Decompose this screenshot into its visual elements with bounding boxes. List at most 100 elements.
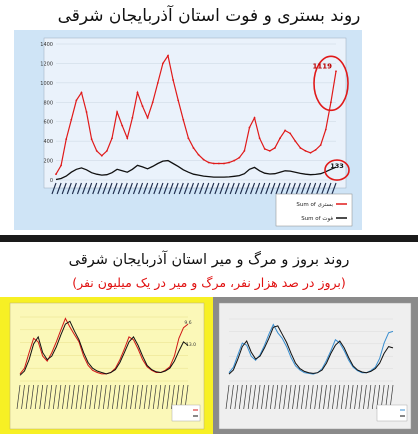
x-tick-label [112,182,118,195]
x-tick-label [139,384,143,410]
data-point-hospitalized [253,116,256,119]
data-point-hospitalized [207,161,210,164]
x-tick-label [261,384,265,410]
x-tick-label [336,384,341,410]
x-tick-label [107,182,113,195]
data-point-hospitalized [284,129,286,132]
highlight-circle-deaths [324,159,350,181]
data-point-hospitalized [121,124,124,127]
data-point-hospitalized [111,137,113,140]
data-point-hospitalized [106,149,108,152]
x-tick-label [183,182,189,195]
x-tick-label [39,384,44,410]
x-tick-label [84,384,89,410]
x-tick-label [209,182,215,195]
y-tick-label: 1200 [40,61,53,67]
bottom-sub-title: (بروز در صد هزار نفر، مرگ و میر در یک می… [72,275,346,290]
data-point-hospitalized [309,151,312,154]
data-point-hospitalized [162,62,164,65]
x-tick-label [130,384,134,410]
data-point-hospitalized [228,161,230,164]
x-tick-label [122,182,128,195]
x-tick-label [300,182,306,195]
x-tick-label [117,182,123,195]
x-tick-label [287,384,292,410]
data-point-hospitalized [151,101,154,104]
data-point-hospitalized [167,54,169,57]
x-tick-label [153,182,159,195]
x-tick-label [278,384,283,410]
x-tick-label [354,384,358,410]
x-tick-label [239,182,245,195]
data-point-hospitalized [248,126,251,129]
x-tick-label [204,182,210,195]
x-tick-label [92,182,98,195]
data-point-hospitalized [85,111,88,113]
x-tick-label [148,384,153,410]
x-tick-label [247,384,252,410]
x-tick-label [52,384,57,410]
x-tick-label [121,384,125,410]
x-tick-label [158,182,164,195]
x-tick-label [161,384,166,410]
x-tick-label [275,182,281,195]
x-tick-label [127,182,133,195]
x-tick-label [112,384,116,410]
y-tick-label: 1400 [40,42,53,48]
data-point-hospitalized [80,91,83,94]
annotation-mortality: 13.0 [186,342,196,348]
series-line-black [228,325,394,375]
data-point-hospitalized [136,91,139,94]
x-tick-label [265,182,271,195]
x-tick-label [21,384,25,410]
data-point-hospitalized [182,118,185,121]
top-chart-title: روند بستری و فوت استان آذربایجان شرقی [57,6,361,26]
data-point-hospitalized [233,159,236,162]
x-tick-label [327,384,332,410]
data-point-hospitalized [197,153,200,156]
x-tick-label [80,384,84,410]
data-point-hospitalized [258,137,261,140]
x-tick-label [125,384,130,410]
x-tick-label [301,384,305,410]
x-tick-label [256,384,261,410]
x-tick-label [371,384,376,410]
data-point-hospitalized [192,147,195,149]
legend-label-hospitalized: Sum of بستری [296,202,333,208]
y-tick-label: 1000 [40,81,53,87]
data-point-hospitalized [218,162,220,165]
x-tick-label [234,182,240,195]
data-point-hospitalized [319,144,322,146]
x-tick-label [214,182,220,195]
legend [275,193,353,227]
x-tick-label [152,384,157,410]
x-tick-label [102,182,108,195]
x-tick-label [62,384,66,410]
annotation-incidence: 9.6 [184,320,191,326]
data-point-hospitalized [116,111,118,113]
x-tick-label [56,182,62,195]
incidence-chart: 9.6 13.0 [9,302,205,430]
y-tick-label: 800 [43,100,53,106]
highlight-circle-hospitalized [313,55,349,112]
x-tick-label [349,384,354,410]
x-tick-label [270,182,276,195]
data-point-hospitalized [95,149,98,152]
x-tick-label [116,384,121,410]
mortality-chart [218,302,412,430]
data-point-hospitalized [75,99,78,102]
x-tick-label [225,384,230,410]
x-tick-label [326,182,332,195]
x-tick-label [367,384,372,410]
x-tick-label [66,182,72,195]
x-tick-label [321,182,327,195]
x-tick-label [274,384,279,410]
x-tick-label [238,384,243,410]
x-tick-label [314,384,318,410]
data-point-hospitalized [187,137,190,140]
x-tick-label [234,384,239,410]
x-tick-label [76,182,82,195]
x-tick-label [163,182,169,195]
x-tick-label [71,182,77,195]
x-tick-label [290,182,296,195]
